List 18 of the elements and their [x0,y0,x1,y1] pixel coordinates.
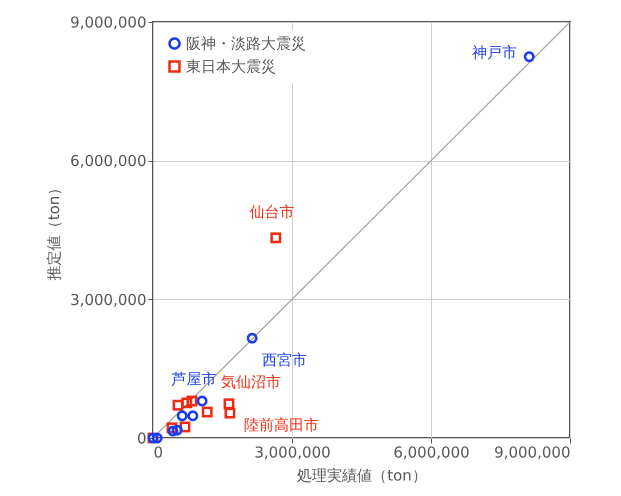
annotation: 芦屋市 [172,370,217,388]
legend-label: 阪神・淡路大震災 [186,34,306,52]
annotation: 仙台市 [249,202,294,221]
annotation: 陸前高田市 [244,416,319,434]
x-axis-title: 処理実績値（ton） [297,466,427,484]
annotation: 西宮市 [262,351,308,370]
y-axis-title: 推定値（ton） [45,180,64,280]
x-tick-label: 3,000,000 [254,444,331,462]
annotation: 気仙沼市 [220,372,281,391]
annotation: 神戸市 [472,44,518,62]
y-tick-label: 0 [136,430,146,448]
x-tick-label: 9,000,000 [494,444,570,462]
x-tick-label: 0 [154,444,164,462]
y-tick-label: 9,000,000 [70,14,146,32]
x-tick-label: 6,000,000 [393,444,470,462]
legend-label: 東日本大震災 [186,58,276,76]
y-tick-label: 6,000,000 [70,152,146,170]
y-tick-label: 3,000,000 [70,290,146,309]
